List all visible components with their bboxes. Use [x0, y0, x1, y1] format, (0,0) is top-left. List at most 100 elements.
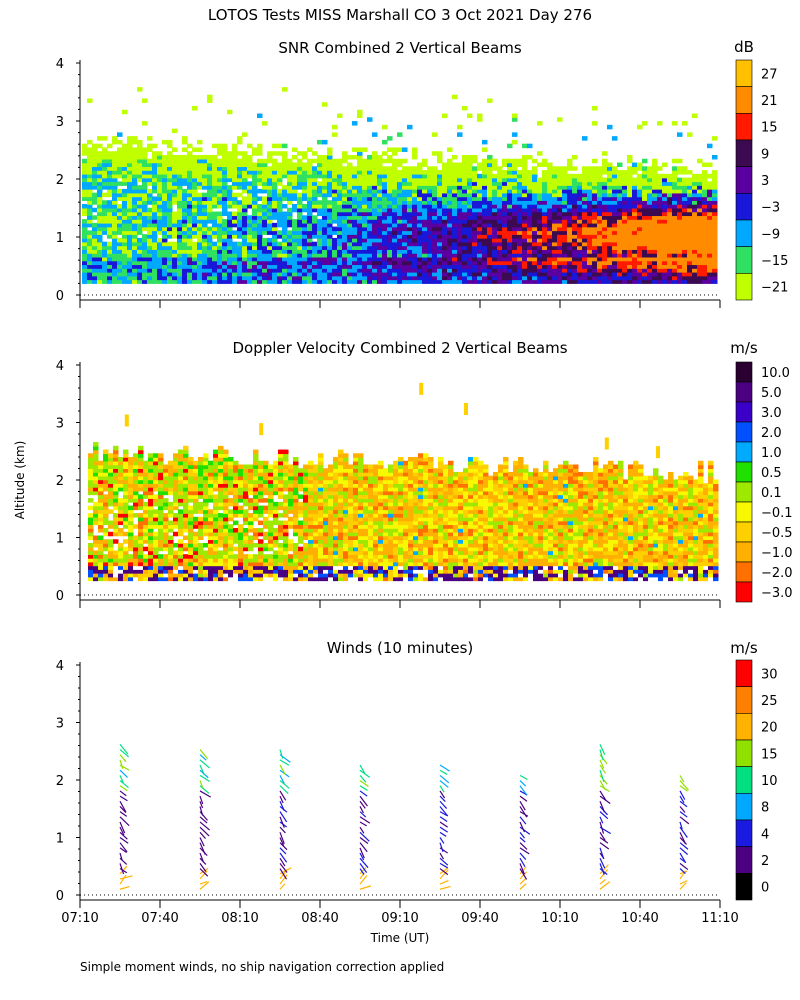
velocity-cell	[158, 453, 164, 458]
snr-cell	[372, 279, 378, 284]
snr-cell	[357, 204, 363, 209]
snr-cell	[112, 253, 118, 258]
snr-cell	[182, 136, 188, 141]
snr-cell	[492, 158, 498, 164]
snr-cell	[192, 222, 198, 228]
snr-cell	[242, 211, 248, 217]
snr-cell	[197, 271, 203, 277]
snr-cell	[257, 249, 263, 254]
snr-cell	[317, 275, 323, 281]
snr-cell	[132, 147, 138, 152]
snr-cell	[312, 196, 318, 201]
snr-cell	[302, 260, 308, 266]
snr-cell	[292, 219, 298, 224]
snr-cell	[107, 215, 113, 220]
snr-cell	[92, 215, 98, 220]
velocity-cell	[103, 539, 109, 544]
snr-cell	[332, 200, 338, 205]
snr-cell	[107, 143, 113, 149]
snr-cell	[152, 271, 158, 277]
snr-cell	[117, 275, 123, 281]
velocity-cell	[133, 535, 139, 541]
snr-cell	[82, 271, 88, 277]
snr-cell	[287, 256, 293, 262]
snr-cell	[707, 162, 713, 168]
snr-cell	[227, 249, 233, 254]
snr-cell	[157, 275, 163, 281]
snr-cell	[342, 166, 348, 171]
snr-cell	[287, 271, 293, 277]
snr-cell	[307, 222, 313, 228]
snr-cell	[297, 211, 303, 217]
snr-cell	[177, 211, 183, 217]
snr-cell	[82, 177, 88, 183]
snr-cell	[227, 196, 233, 201]
snr-cell	[257, 173, 263, 179]
snr-cell	[537, 121, 543, 126]
snr-cell	[672, 158, 678, 164]
snr-cell	[142, 219, 148, 224]
snr-cell	[262, 188, 268, 194]
snr-cell	[182, 200, 188, 205]
snr-cell	[212, 253, 218, 258]
snr-cell	[167, 211, 173, 217]
snr-cell	[377, 245, 383, 250]
snr-cell	[372, 196, 378, 201]
snr-cell	[237, 136, 243, 141]
velocity-cell	[103, 554, 109, 559]
snr-cell	[347, 253, 353, 258]
snr-cell	[127, 158, 133, 164]
snr-cell	[187, 207, 193, 213]
snr-cell	[117, 253, 123, 258]
snr-cell	[112, 207, 118, 213]
snr-cell	[202, 230, 208, 235]
snr-cell	[302, 230, 308, 235]
snr-cell	[272, 200, 278, 205]
snr-cell	[207, 196, 213, 201]
snr-cell	[87, 260, 93, 266]
snr-cell	[372, 151, 378, 156]
snr-cell	[232, 264, 238, 269]
snr-cell	[132, 136, 138, 141]
snr-cell	[372, 222, 378, 228]
snr-cell	[267, 192, 273, 198]
snr-cell	[132, 245, 138, 250]
snr-cell	[92, 207, 98, 213]
snr-cell	[302, 204, 308, 209]
snr-cell	[237, 219, 243, 224]
snr-cell	[182, 226, 188, 232]
snr-cell	[307, 196, 313, 201]
snr-cell	[452, 94, 458, 100]
snr-cell	[137, 196, 143, 201]
snr-cell	[312, 253, 318, 258]
snr-cell	[197, 264, 203, 269]
snr-cell	[317, 271, 323, 277]
snr-cell	[292, 245, 298, 250]
snr-cell	[167, 204, 173, 209]
snr-cell	[332, 253, 338, 258]
snr-cell	[592, 158, 598, 164]
snr-cell	[257, 219, 263, 224]
snr-cell	[232, 279, 238, 284]
snr-cell	[267, 279, 273, 284]
snr-cell	[462, 154, 468, 160]
snr-cell	[242, 271, 248, 277]
snr-cell	[122, 173, 128, 179]
snr-cell	[372, 200, 378, 205]
snr-cell	[142, 154, 148, 160]
snr-cell	[312, 185, 318, 190]
snr-cell	[207, 98, 213, 103]
snr-cell	[287, 275, 293, 281]
snr-cell	[317, 162, 323, 168]
snr-cell	[302, 249, 308, 254]
snr-cell	[252, 279, 258, 284]
snr-cell	[107, 181, 113, 186]
snr-cell	[262, 260, 268, 266]
snr-cell	[312, 249, 318, 254]
snr-cell	[132, 200, 138, 205]
snr-cell	[372, 185, 378, 190]
snr-cell	[212, 275, 218, 281]
snr-cell	[292, 253, 298, 258]
velocity-cell	[148, 453, 154, 458]
snr-cell	[262, 204, 268, 209]
